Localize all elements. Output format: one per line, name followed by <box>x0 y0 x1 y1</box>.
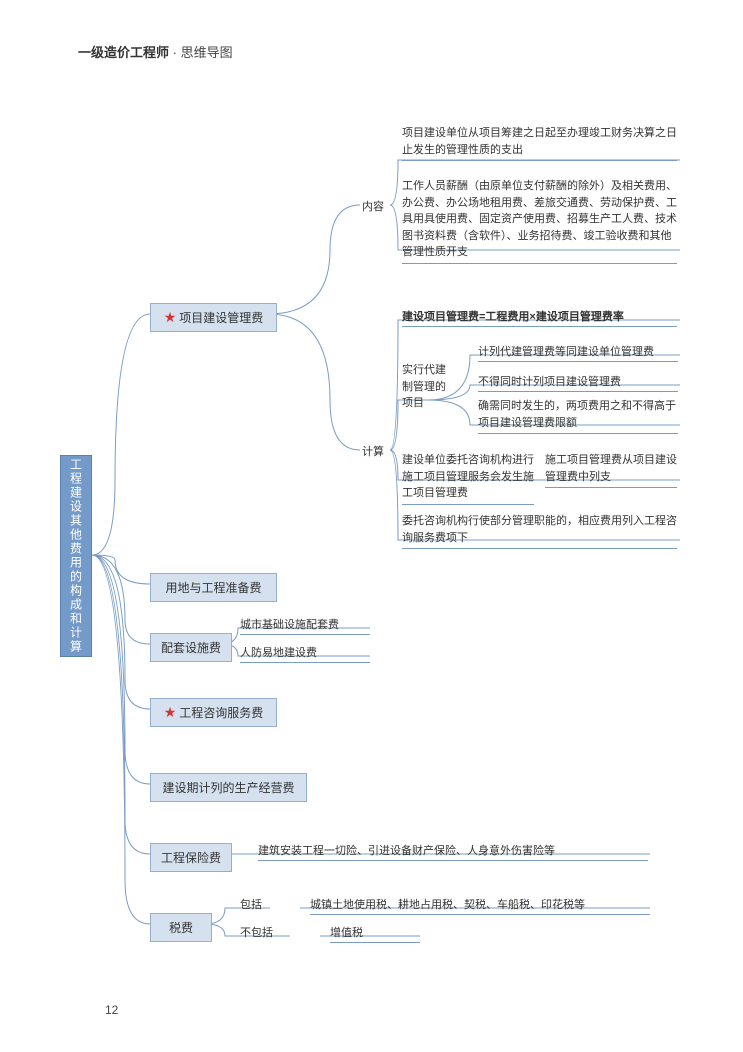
leaf-c2: 工作人员薪酬（由原单位支付薪酬的除外）及相关费用、办公费、办公场地租用费、差旅交… <box>402 178 677 264</box>
leaf-c1: 项目建设单位从项目筹建之日起至办理竣工财务决算之日止发生的管理性质的支出 <box>402 125 677 161</box>
leaf-formula: 建设项目管理费=工程费用×建设项目管理费率 <box>402 308 677 327</box>
node-production-fee: 建设期计列的生产经营费 <box>150 773 307 802</box>
node-management-fee: ★项目建设管理费 <box>150 303 277 332</box>
label-proxy: 实行代建制管理的项目 <box>402 362 450 412</box>
node-land-prep-fee: 用地与工程准备费 <box>150 573 277 602</box>
leaf-p3: 确需同时发生的，两项费用之和不得高于项目建设管理费限额 <box>478 398 678 434</box>
leaf-tax2: 增值税 <box>330 924 420 943</box>
star-icon: ★ <box>164 309 177 325</box>
leaf-p1: 计列代建管理费等同建设单位管理费 <box>478 343 678 362</box>
node-tax-fee: 税费 <box>150 913 212 942</box>
leaf-e1: 建设单位委托咨询机构进行施工项目管理服务会发生施工项目管理费 <box>402 452 534 505</box>
leaf-tax1: 城镇土地使用税、耕地占用税、契税、车船税、印花税等 <box>310 896 650 915</box>
leaf-e3: 委托咨询机构行使部分管理职能的，相应费用列入工程咨询服务费项下 <box>402 513 677 549</box>
leaf-e2: 施工项目管理费从项目建设管理费中列支 <box>545 452 677 488</box>
root-node: 工程建设其他费用的构成和计算 <box>60 455 92 657</box>
node-supporting-fee: 配套设施费 <box>150 633 232 662</box>
node-insurance-fee: 工程保险费 <box>150 843 232 872</box>
node-consulting-fee: ★工程咨询服务费 <box>150 698 277 727</box>
label-exclude: 不包括 <box>240 924 273 940</box>
leaf-s1: 城市基础设施配套费 <box>240 616 370 635</box>
leaf-ins: 建筑安装工程一切险、引进设备财产保险、人身意外伤害险等 <box>258 842 648 861</box>
label-content: 内容 <box>362 198 384 214</box>
leaf-p2: 不得同时计列项目建设管理费 <box>478 373 678 392</box>
label-calc: 计算 <box>362 443 384 459</box>
label-include: 包括 <box>240 896 262 912</box>
star-icon: ★ <box>164 704 177 720</box>
leaf-s2: 人防易地建设费 <box>240 644 370 663</box>
